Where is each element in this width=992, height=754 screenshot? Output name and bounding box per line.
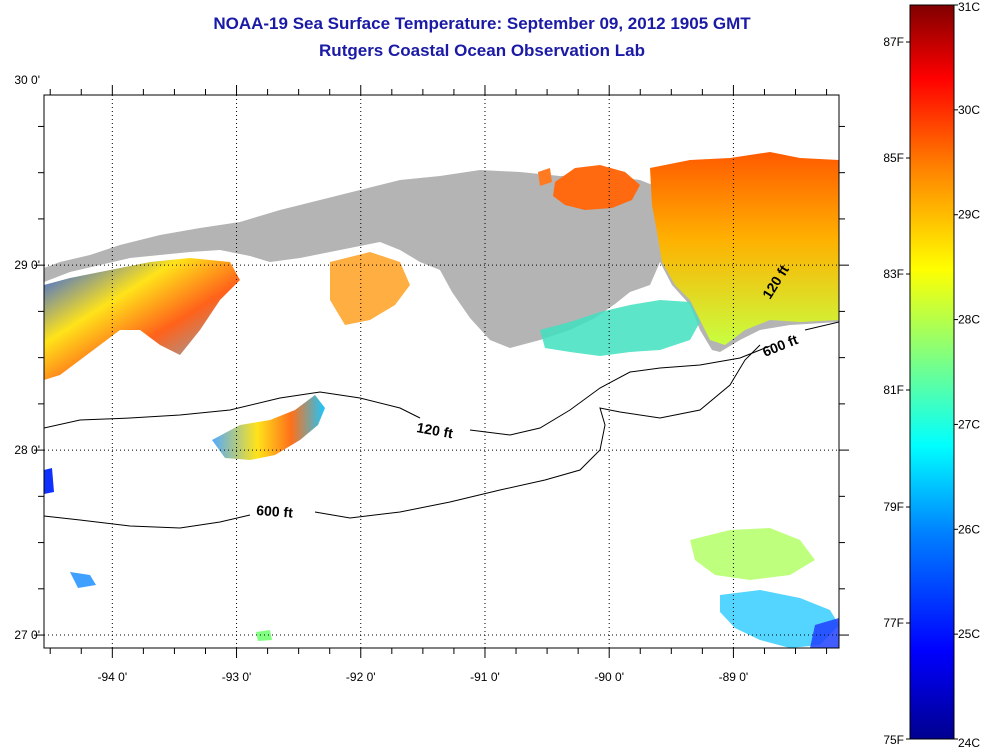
lat-tick-label: 29 0' — [14, 258, 40, 272]
contour-label: 600 ft — [256, 502, 294, 521]
sst-patch-southeast-2 — [720, 590, 839, 648]
lat-tick-label: 28 0' — [14, 443, 40, 457]
sst-patch-southeast-1 — [690, 528, 815, 580]
colorbar-label-c: 31C — [958, 0, 980, 14]
contour-600ft — [44, 344, 761, 529]
colorbar-label-f: 83F — [883, 267, 904, 281]
lon-tick-label: -91 0' — [470, 670, 500, 684]
sst-patch-east-shelf — [650, 152, 839, 345]
sst-patch-west-coast — [44, 258, 240, 380]
map-subtitle: Rutgers Coastal Ocean Observation Lab — [319, 41, 645, 60]
colorbar-label-c: 24C — [958, 736, 980, 750]
colorbar-label-c: 25C — [958, 627, 980, 641]
colorbar-label-c: 28C — [958, 313, 980, 327]
contour-120ft — [44, 321, 839, 436]
sst-patch-central-coast — [330, 252, 410, 325]
sst-patch-west-edge — [44, 468, 54, 494]
lon-tick-label: -93 0' — [222, 670, 252, 684]
colorbar-label-f: 81F — [883, 383, 904, 397]
sst-patch-mobile-bay — [553, 165, 640, 210]
colorbar-label-c: 26C — [958, 522, 980, 536]
graticule — [44, 95, 839, 648]
colorbar-label-c: 30C — [958, 103, 980, 117]
sst-patch-offshore-west — [212, 395, 325, 460]
colorbar-ticks: 31C 30C 29C 28C 27C 26C 25C 24C 87F 85F 83F 81F 79F 7… — [883, 0, 980, 750]
colorbar — [909, 4, 955, 740]
lon-tick-label: -89 0' — [719, 670, 749, 684]
sst-patch-lake — [538, 168, 552, 186]
colorbar-label-f: 79F — [883, 500, 904, 514]
colorbar-label-f: 85F — [883, 151, 904, 165]
colorbar-label-f: 77F — [883, 616, 904, 630]
map-plot-area — [44, 95, 839, 648]
map-title: NOAA-19 Sea Surface Temperature: Septemb… — [213, 14, 751, 33]
land-mass — [44, 95, 839, 352]
colorbar-label-c: 29C — [958, 208, 980, 222]
axis-labels: -94 0' -93 0' -92 0' -91 0' -90 0' -89 0' 30 0… — [14, 73, 748, 684]
sst-patch-delta — [540, 300, 700, 356]
lon-tick-label: -92 0' — [346, 670, 376, 684]
sst-patch-southeast-3 — [810, 618, 839, 648]
lon-tick-label: -90 0' — [594, 670, 624, 684]
map-frame — [43, 94, 840, 649]
colorbar-label-f: 87F — [883, 35, 904, 49]
map-ticks — [34, 85, 849, 658]
colorbar-label-c: 27C — [958, 417, 980, 431]
lon-tick-label: -94 0' — [97, 670, 127, 684]
lat-tick-label: 27 0' — [14, 628, 40, 642]
lat-tick-label: 30 0' — [14, 73, 40, 87]
sst-patch-small-sw — [70, 572, 96, 588]
colorbar-label-f: 75F — [883, 733, 904, 747]
contour-label: 120 ft — [415, 419, 454, 441]
